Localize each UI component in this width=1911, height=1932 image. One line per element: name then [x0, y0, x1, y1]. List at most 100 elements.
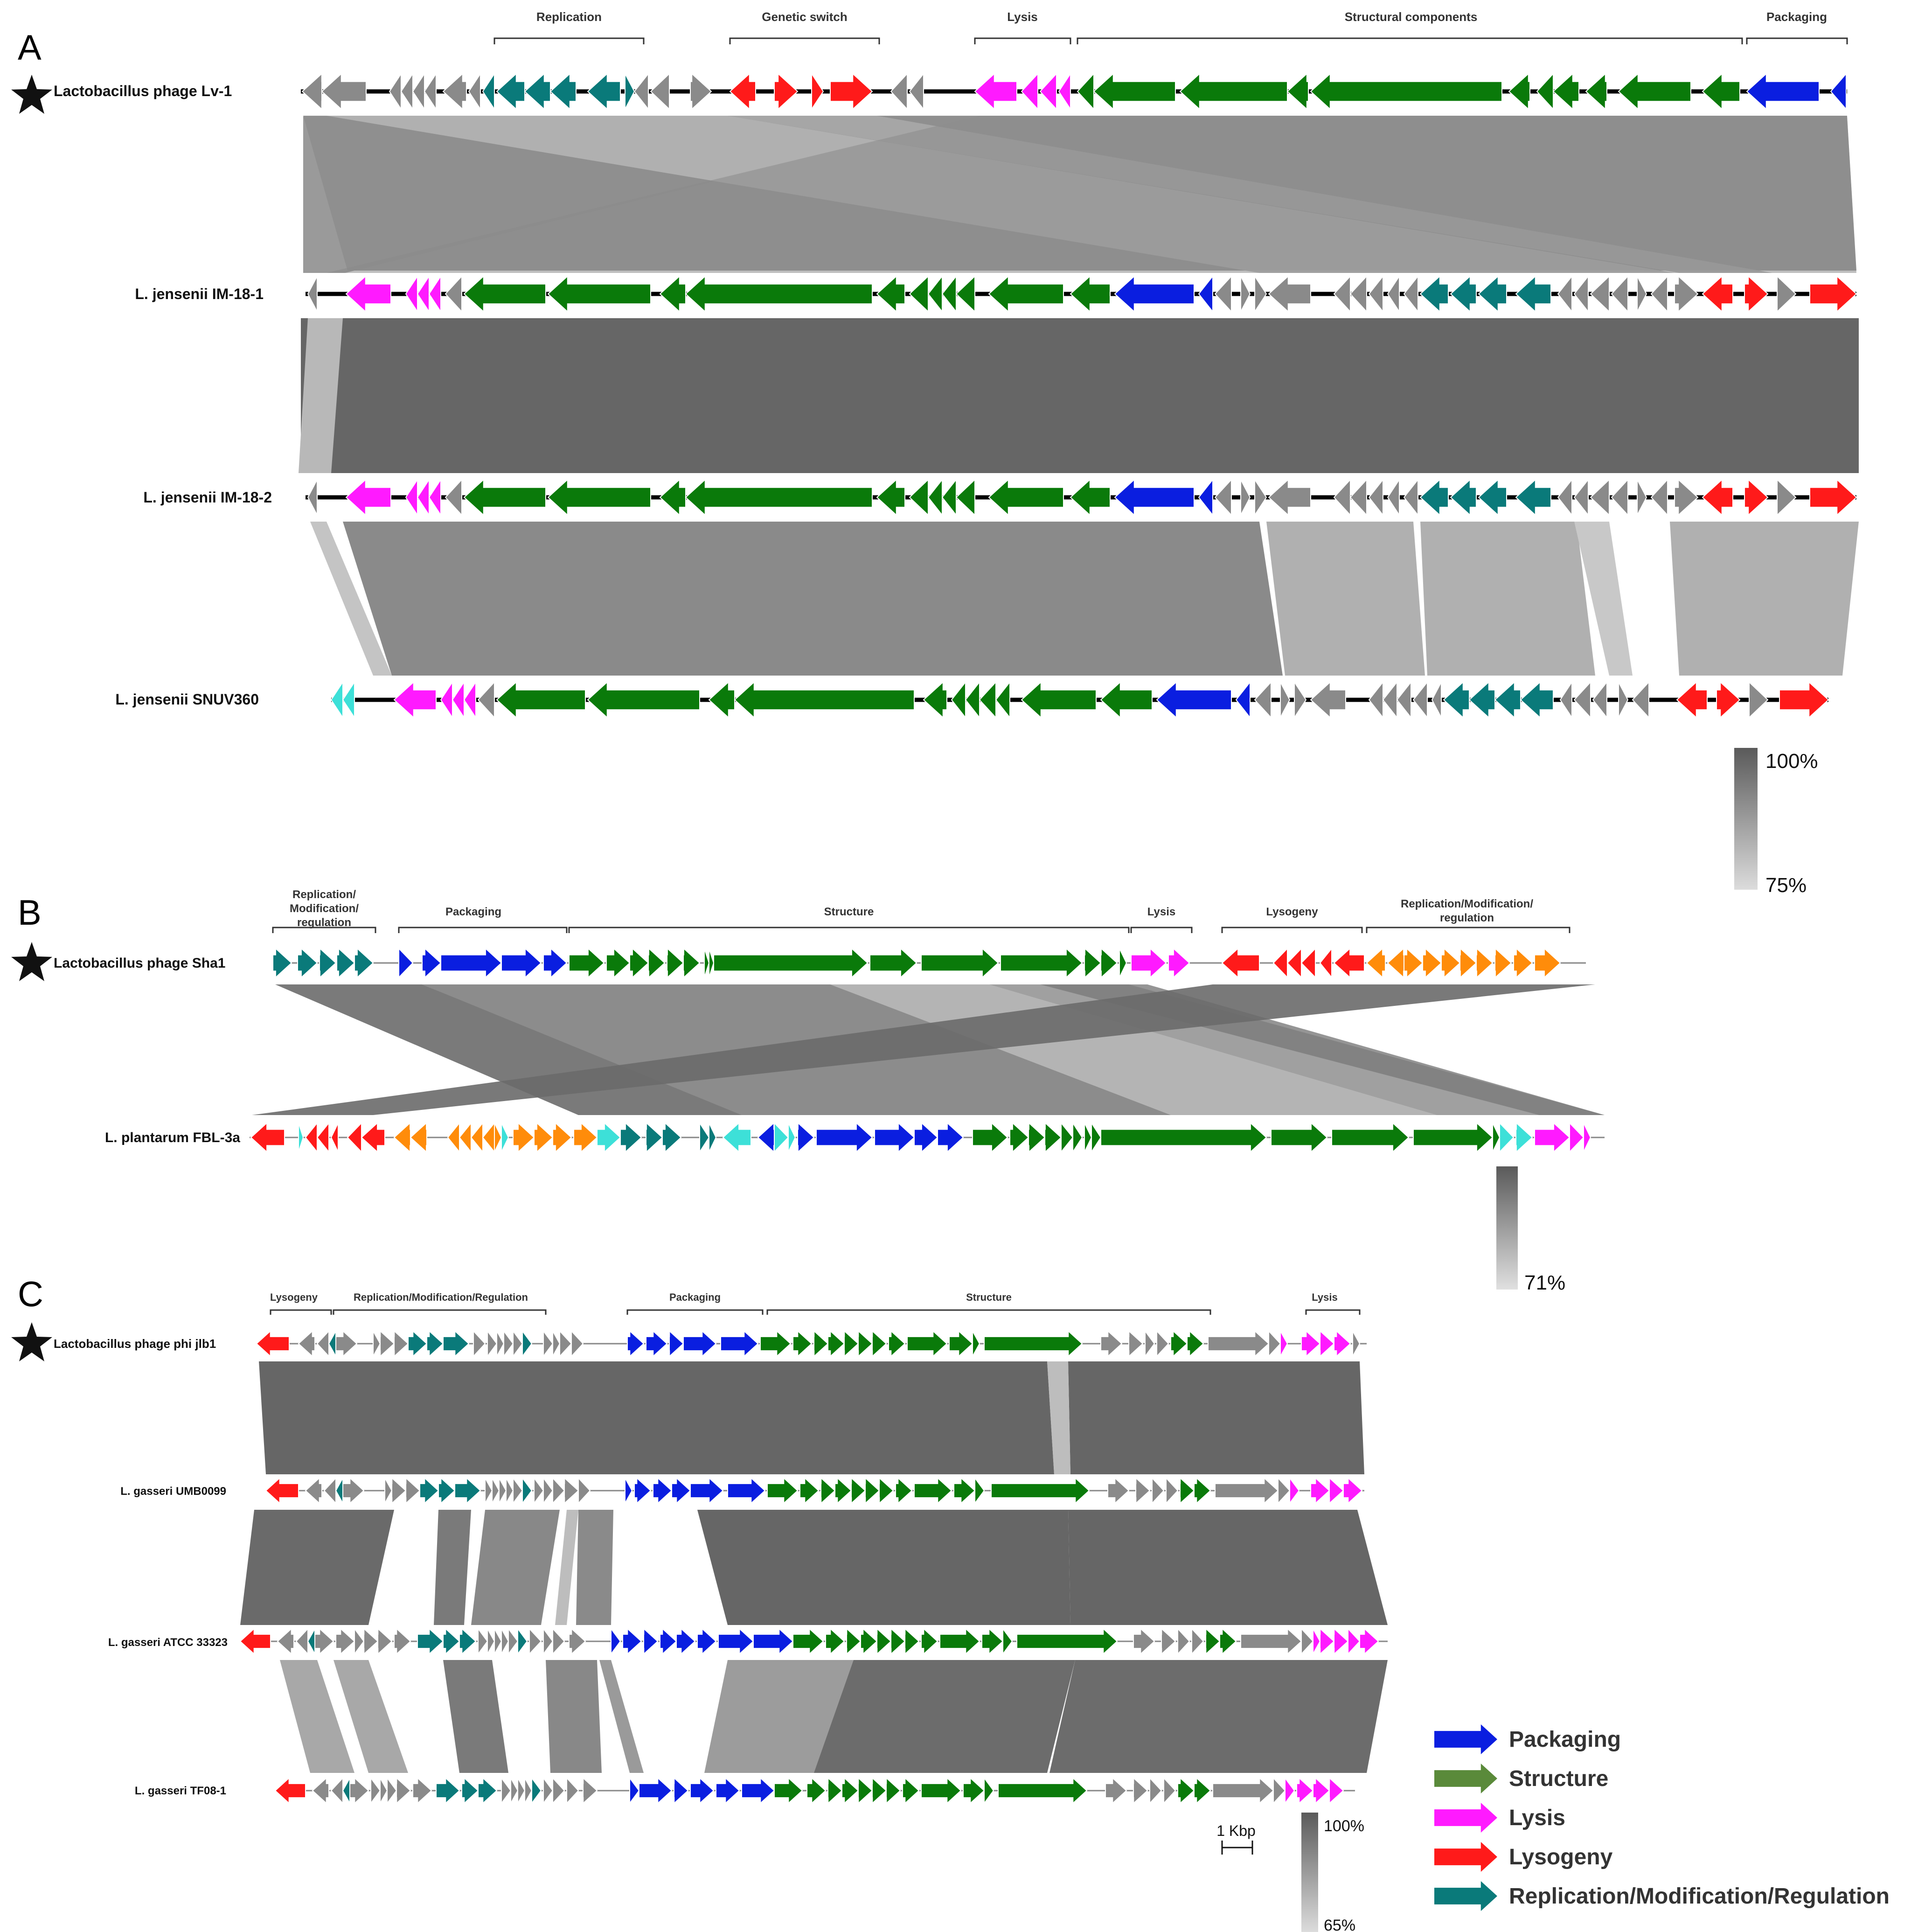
- gene-arrow-structure: [813, 1330, 829, 1358]
- gene-arrow-structure: [1077, 72, 1094, 111]
- panel-b-letter: B: [18, 893, 42, 933]
- gene-arrow-hypothetical: [424, 72, 437, 111]
- gene-arrow-structure: [547, 478, 651, 516]
- gene-arrow-structure: [667, 947, 684, 979]
- gene-arrow-structure: [963, 1777, 985, 1805]
- gene-arrow-lysis: [1334, 1330, 1351, 1358]
- gene-arrow-replication: [1520, 681, 1554, 719]
- gene-arrow-hypothetical: [1149, 1777, 1162, 1805]
- gene-arrow-structure: [851, 1477, 866, 1505]
- gene-arrow-structure: [921, 1777, 962, 1805]
- similarity-band: [555, 1510, 578, 1625]
- gene-arrow-lysis: [452, 680, 465, 719]
- genome-label: L. gasseri ATCC 33323: [108, 1636, 228, 1649]
- gene-arrow-hypothetical: [1590, 275, 1610, 313]
- panel-b-region-packaging: Packaging: [445, 906, 501, 918]
- panel-c-genome-tf081: L. gasseri TF08-1: [135, 1776, 1355, 1805]
- panel-a-genome-snuv360: L. jensenii SNUV360: [115, 680, 1829, 719]
- gene-arrow-hypothetical: [890, 72, 908, 111]
- gene-arrow-structure: [923, 681, 947, 719]
- gene-arrow-lysogeny: [1272, 947, 1288, 979]
- identity-max-label: 100%: [1324, 1817, 1364, 1835]
- gene-arrow-hypothetical: [1161, 1627, 1176, 1655]
- gene-arrow-hypothetical: [564, 1477, 579, 1505]
- gene-arrow-structure: [825, 1627, 845, 1655]
- legend-item: Lysogeny: [1434, 1842, 1613, 1872]
- legend-item: Replication/Modification/Regulation: [1434, 1881, 1890, 1911]
- gene-arrow-structure: [951, 681, 966, 719]
- legend-arrow-icon: [1434, 1842, 1497, 1872]
- gene-arrow-lysis: [1329, 1777, 1344, 1805]
- gene-arrow-packaging: [690, 1477, 724, 1505]
- gene-arrow-hypothetical: [487, 1329, 498, 1358]
- gene-arrow-structure: [1170, 1330, 1188, 1358]
- gene-arrow-structure: [1331, 1122, 1410, 1153]
- gene-arrow-packaging: [874, 1122, 915, 1153]
- gene-arrow-packaging: [1198, 478, 1213, 516]
- gene-arrow-orange: [573, 1122, 598, 1153]
- gene-arrow-structure: [1009, 1122, 1029, 1153]
- gene-arrow-lysis: [417, 478, 430, 517]
- gene-arrow-hypothetical: [513, 1329, 523, 1358]
- gene-arrow-structure: [1093, 72, 1176, 111]
- gene-arrow-packaging: [671, 1477, 691, 1505]
- gene-arrow-replication: [419, 1477, 439, 1505]
- similarity-band: [599, 1660, 644, 1773]
- gene-arrow-hypothetical: [380, 1776, 388, 1805]
- gene-arrow-lysogeny: [265, 1477, 299, 1505]
- gene-arrow-orange: [482, 1122, 495, 1153]
- reference-star-icon: [11, 942, 52, 981]
- gene-arrow-lysogeny: [361, 1122, 385, 1153]
- panel-a-similarity-bands: [299, 116, 1859, 676]
- gene-arrow-lysis: [345, 275, 391, 313]
- gene-arrow-structure: [909, 478, 929, 516]
- legend-item: Packaging: [1434, 1724, 1621, 1754]
- gene-arrow-lysogeny: [347, 1122, 362, 1153]
- gene-arrow-lysogeny: [1702, 275, 1733, 313]
- gene-arrow-hypothetical: [323, 1477, 336, 1505]
- gene-arrow-orange: [393, 1122, 411, 1153]
- gene-arrow-hypothetical: [1368, 478, 1383, 516]
- gene-arrow-structure: [547, 275, 651, 313]
- gene-arrow-packaging: [914, 1122, 938, 1153]
- gene-arrow-replication: [1478, 275, 1507, 313]
- gene-arrow-hypothetical: [1254, 274, 1267, 314]
- gene-arrow-structure: [876, 275, 905, 313]
- similarity-band: [576, 1510, 613, 1625]
- legend-arrow-icon: [1434, 1764, 1497, 1793]
- gene-arrow-structure: [1072, 1121, 1083, 1154]
- gene-arrow-hypothetical: [566, 1777, 579, 1805]
- gene-arrow-lysogeny: [1300, 947, 1316, 979]
- gene-arrow-structure: [587, 681, 700, 719]
- gene-arrow-hypothetical: [1177, 1627, 1190, 1655]
- gene-arrow-hypothetical: [1368, 275, 1383, 313]
- similarity-band: [546, 1660, 602, 1773]
- gene-arrow-structure: [972, 1122, 1008, 1153]
- gene-arrow-hypothetical: [1637, 276, 1647, 312]
- gene-arrow-hypothetical: [349, 1777, 369, 1805]
- gene-arrow-structure: [991, 1477, 1090, 1505]
- gene-arrow-packaging: [611, 1627, 621, 1656]
- gene-arrow-replication: [459, 1627, 477, 1655]
- panel-c-letter: C: [18, 1275, 43, 1314]
- gene-arrow-packaging: [625, 1476, 633, 1505]
- gene-arrow-hypothetical: [1396, 681, 1411, 719]
- gene-arrow-hypothetical: [314, 1627, 334, 1655]
- gene-arrow-replication: [478, 1777, 498, 1805]
- gene-arrow-packaging: [697, 1627, 717, 1655]
- gene-arrow-hypothetical: [363, 1627, 379, 1655]
- gene-arrow-hypothetical: [1268, 275, 1311, 313]
- similarity-band: [443, 1660, 508, 1773]
- gene-arrow-structure: [927, 275, 943, 313]
- gene-arrow-structure: [927, 478, 943, 516]
- gene-arrow-hypothetical: [387, 1776, 397, 1805]
- gene-arrow-lysis: [405, 478, 418, 517]
- gene-arrow-hypothetical: [477, 681, 495, 719]
- gene-arrow-hypothetical: [496, 1329, 505, 1358]
- reference-star-icon: [11, 1322, 52, 1361]
- gene-arrow-hypothetical: [1145, 1329, 1155, 1358]
- gene-arrow-structure: [921, 947, 999, 979]
- gene-arrow-packaging: [1198, 275, 1213, 313]
- gene-arrow-hypothetical: [1592, 681, 1607, 719]
